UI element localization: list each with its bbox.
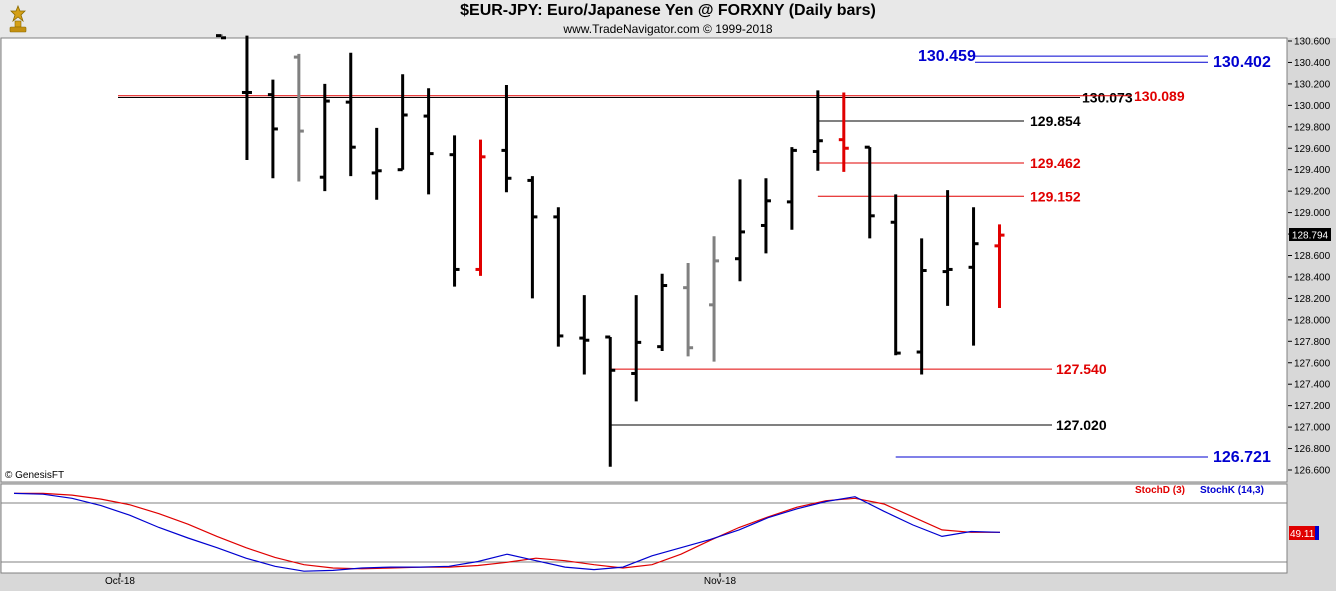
price-axis — [1288, 38, 1336, 482]
ohlc-bar — [683, 263, 694, 357]
y-tick-label: 127.200 — [1294, 401, 1331, 412]
ohlc-bar — [631, 295, 642, 402]
ohlc-bar — [501, 84, 512, 193]
last-price-label: 128.794 — [1292, 231, 1329, 242]
stochd-legend: StochD (3) — [1135, 485, 1185, 496]
ohlc-bar — [371, 127, 382, 200]
ohlc-bar — [475, 139, 486, 276]
ohlc-bar — [942, 190, 953, 306]
gold-trophy-icon — [9, 4, 27, 33]
ohlc-bar — [994, 224, 1005, 309]
y-tick-label: 128.600 — [1294, 251, 1331, 262]
ohlc-bar — [579, 295, 590, 375]
y-tick-label: 129.000 — [1294, 208, 1331, 219]
ohlc-bar — [553, 207, 564, 347]
y-tick-label: 128.200 — [1294, 294, 1331, 305]
ohlc-bar — [241, 35, 252, 161]
y-axis-ticks: 130.600 130.400 130.200 130.000 129.800 129.6… — [1288, 37, 1331, 477]
ohlc-bar — [916, 238, 927, 375]
ohlc-bar — [397, 74, 408, 172]
ohlc-bar — [864, 145, 875, 239]
ohlc-bar — [657, 273, 668, 351]
stochk-legend: StochK (14,3) — [1200, 485, 1264, 496]
stoch-value-label: 49.11 — [1290, 529, 1315, 540]
ohlc-bar — [319, 83, 330, 192]
ohlc-bar — [812, 90, 823, 171]
y-tick-label: 126.800 — [1294, 444, 1331, 455]
stoch-value-badge-blue — [1315, 526, 1319, 540]
level-label: 126.721 — [1213, 449, 1271, 466]
x-axis-labels: Oct-18 Nov-18 — [105, 573, 737, 587]
stochastic-lines — [13, 492, 1001, 572]
stochk-line — [13, 492, 1001, 572]
y-tick-label: 130.000 — [1294, 101, 1331, 112]
ohlc-bar — [449, 135, 460, 287]
y-tick-label: 127.800 — [1294, 337, 1331, 348]
y-tick-label: 129.200 — [1294, 187, 1331, 198]
y-tick-label: 126.600 — [1294, 466, 1331, 477]
ohlc-bar — [968, 207, 979, 346]
copyright-label: © GenesisFT — [5, 470, 64, 481]
level-label: 129.152 — [1030, 188, 1081, 204]
level-label: 130.073 — [1082, 90, 1133, 106]
ohlc-bar — [423, 88, 434, 195]
y-tick-label: 127.600 — [1294, 358, 1331, 369]
y-tick-label: 130.400 — [1294, 58, 1331, 69]
price-panel — [0, 37, 1288, 483]
chart-subtitle: www.TradeNavigator.com © 1999-2018 — [563, 22, 773, 36]
level-label: 130.089 — [1134, 88, 1185, 104]
support-resistance-levels: 130.459 130.402 130.073 130.089 129.854 129.4… — [118, 48, 1271, 466]
level-label: 130.459 — [918, 48, 976, 65]
oscillator-panel — [0, 483, 1288, 574]
ohlc-bar — [786, 147, 797, 230]
x-tick-label: Oct-18 — [105, 576, 135, 587]
ohlc-bar — [709, 236, 720, 362]
ohlc-bar — [216, 34, 226, 40]
level-label: 129.854 — [1030, 113, 1081, 129]
ohlc-bars — [216, 34, 1005, 467]
x-tick-label: Nov-18 — [704, 576, 737, 587]
y-tick-label: 129.800 — [1294, 122, 1331, 133]
last-price-badge — [1289, 228, 1331, 241]
y-tick-label: 128.400 — [1294, 272, 1331, 283]
ohlc-bar — [527, 176, 538, 299]
ohlc-bar — [760, 178, 771, 254]
ohlc-bar — [605, 335, 616, 467]
ohlc-bar — [735, 179, 745, 282]
level-label: 127.540 — [1056, 361, 1107, 377]
y-tick-label: 127.400 — [1294, 380, 1331, 391]
level-label: 130.402 — [1213, 54, 1271, 71]
ohlc-bar — [890, 194, 901, 356]
chart-title: $EUR-JPY: Euro/Japanese Yen @ FORXNY (Da… — [460, 2, 876, 19]
level-label: 129.462 — [1030, 155, 1081, 171]
ohlc-bar — [267, 79, 278, 179]
y-tick-label: 130.200 — [1294, 79, 1331, 90]
ohlc-bar — [293, 53, 304, 182]
y-tick-label: 129.400 — [1294, 165, 1331, 176]
level-label: 127.020 — [1056, 417, 1107, 433]
ohlc-bar — [838, 92, 849, 172]
chart-header: $EUR-JPY: Euro/Japanese Yen @ FORXNY (Da… — [0, 0, 1336, 38]
y-tick-label: 128.000 — [1294, 315, 1331, 326]
stoch-value-badge — [1289, 526, 1315, 540]
y-tick-label: 127.000 — [1294, 423, 1331, 434]
y-tick-label: 129.600 — [1294, 144, 1331, 155]
ohlc-bar — [345, 52, 356, 177]
y-tick-label: 130.600 — [1294, 37, 1331, 48]
